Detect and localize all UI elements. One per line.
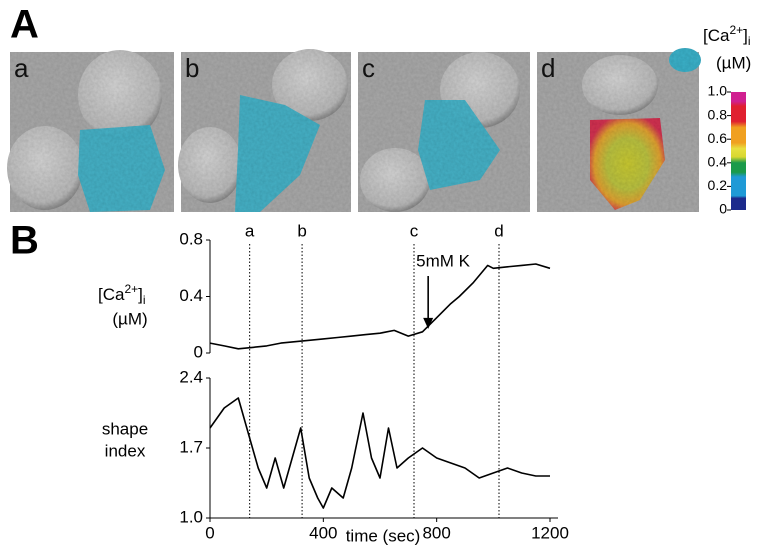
y-tick-label: 0.4 xyxy=(179,286,203,305)
y-axis-label-part: [Ca xyxy=(98,285,125,304)
event-label: a xyxy=(245,221,255,240)
y-tick-label: 2.4 xyxy=(179,367,203,386)
x-tick-label: 400 xyxy=(309,523,337,542)
event-label: b xyxy=(297,221,306,240)
image-label: d xyxy=(541,53,555,83)
panel-label: A xyxy=(10,3,39,47)
data-line xyxy=(210,398,550,508)
y-axis-label-unit: (µM) xyxy=(112,309,147,328)
y-axis-label: shape xyxy=(102,419,148,438)
y-axis-label: [Ca2+]i xyxy=(98,282,146,307)
x-tick-label: 1200 xyxy=(531,523,569,542)
image-label: c xyxy=(362,53,375,83)
colorbar-unit: (µM) xyxy=(716,53,751,72)
y-tick-label: 1.0 xyxy=(179,507,203,526)
y-axis-label: index xyxy=(105,441,146,460)
x-tick-label: 800 xyxy=(422,523,450,542)
micrograph xyxy=(7,50,174,212)
image-label: b xyxy=(185,53,199,83)
colorbar-tick-label: 0.6 xyxy=(708,130,728,146)
y-tick-label: 0 xyxy=(194,342,203,361)
colorbar-tick-label: 0.2 xyxy=(708,177,728,193)
figure: A B [Ca2+]i (µM) a b c d 1.0 0.8 0.6 0.4 0.2 0 a b c… xyxy=(0,0,766,547)
annotation: 5mM K xyxy=(416,251,471,270)
colorbar-tick-label: 1.0 xyxy=(708,83,728,99)
image-label: a xyxy=(14,53,29,83)
colorbar-tick-label: 0.8 xyxy=(708,106,728,122)
micrograph xyxy=(537,48,701,212)
colorbar-tick-label: 0.4 xyxy=(708,154,728,170)
y-axis-label-part: 2+ xyxy=(124,282,138,296)
y-tick-label: 1.7 xyxy=(179,437,203,456)
colorbar-scale xyxy=(731,92,746,210)
micrograph xyxy=(178,49,351,212)
colorbar-tick-label: 0 xyxy=(719,201,727,217)
x-tick-label: 0 xyxy=(205,523,214,542)
colorbar-title: [Ca2+]i xyxy=(703,23,751,48)
event-label: c xyxy=(410,221,419,240)
x-axis-label: time (sec) xyxy=(346,526,421,545)
y-tick-label: 0.8 xyxy=(179,229,203,248)
y-axis-label-part: i xyxy=(143,293,146,307)
event-label: d xyxy=(494,221,503,240)
panel-label: B xyxy=(10,219,39,263)
micrograph xyxy=(358,52,530,212)
